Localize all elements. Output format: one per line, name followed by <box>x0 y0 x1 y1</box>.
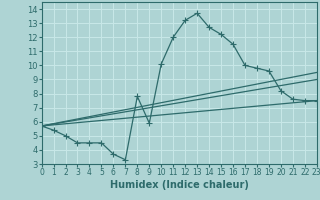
X-axis label: Humidex (Indice chaleur): Humidex (Indice chaleur) <box>110 180 249 190</box>
